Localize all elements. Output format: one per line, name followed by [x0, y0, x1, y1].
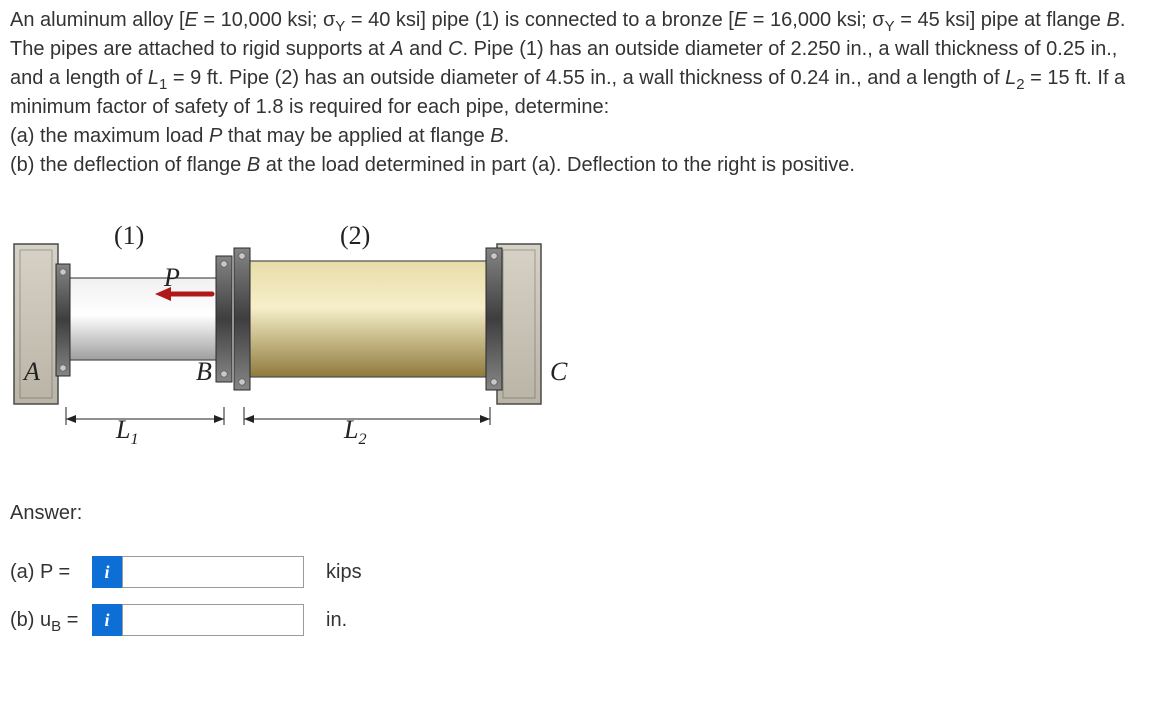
- problem-part-b: (b) the deflection of flange B at the lo…: [10, 151, 1142, 180]
- p-input[interactable]: [122, 556, 304, 588]
- problem-statement: An aluminum alloy [E = 10,000 ksi; σY = …: [10, 6, 1142, 180]
- problem-main: An aluminum alloy [E = 10,000 ksi; σY = …: [10, 6, 1142, 122]
- answer-heading: Answer:: [10, 499, 1142, 528]
- unit-label: kips: [326, 558, 362, 587]
- svg-text:L1: L1: [115, 415, 139, 448]
- info-b[interactable]: i: [92, 604, 122, 636]
- svg-text:P: P: [163, 263, 180, 292]
- problem-part-a: (a) the maximum load P that may be appli…: [10, 122, 1142, 151]
- svg-text:L2: L2: [343, 415, 367, 448]
- svg-text:B: B: [196, 357, 212, 386]
- answer-lhs: (b) uB =: [10, 606, 92, 635]
- info-a[interactable]: i: [92, 556, 122, 588]
- svg-text:(1): (1): [114, 221, 144, 250]
- answer-row: (a) P =i kips: [10, 556, 1142, 588]
- svg-text:A: A: [22, 357, 40, 386]
- svg-text:(2): (2): [340, 221, 370, 250]
- ub-input[interactable]: [122, 604, 304, 636]
- pipes-figure: P (1) (2) A B C L1 L2: [10, 204, 1142, 463]
- answer-lhs: (a) P =: [10, 558, 92, 587]
- answer-row: (b) uB =i in.: [10, 604, 1142, 636]
- svg-text:C: C: [550, 357, 568, 386]
- unit-label: in.: [326, 606, 347, 635]
